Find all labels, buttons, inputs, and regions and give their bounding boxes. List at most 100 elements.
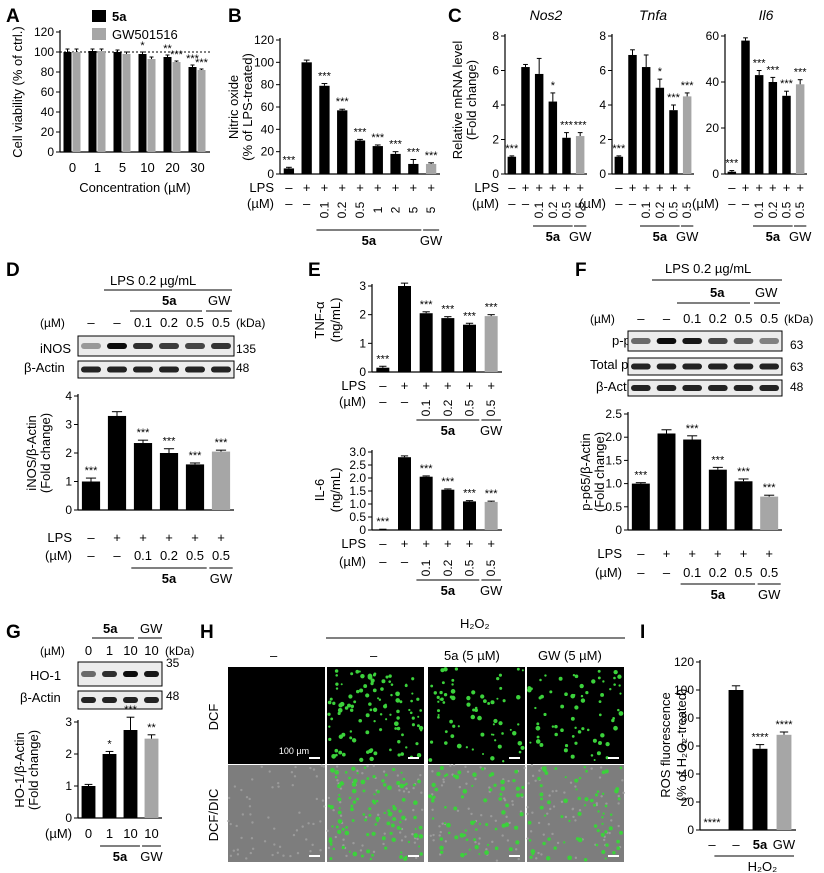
micro-fluor-0-1-108 <box>327 712 331 716</box>
micro-fluor-1-1-31 <box>337 829 342 835</box>
micro-fluor-1-3-15 <box>601 816 604 819</box>
E1-ytick-label-5: 2.5 <box>349 458 366 472</box>
micro-cell-1-1-1 <box>342 838 345 841</box>
micro-fluor-0-3-11 <box>596 751 601 756</box>
C1-lps-0: – <box>615 180 623 195</box>
blot-F-lps-label: LPS 0.2 µg/mL <box>665 261 751 276</box>
D-ytick-label-0: 0 <box>65 503 72 517</box>
E0-lps-3: + <box>444 378 452 393</box>
I-ytick-label-1: 20 <box>681 795 695 809</box>
micro-fluor-1-2-43 <box>486 843 490 846</box>
C0-lps-3: + <box>549 180 557 195</box>
micro-fluor-1-2-53 <box>454 835 459 840</box>
F-dose-1: – <box>663 565 671 580</box>
micro-fluor-1-1-24 <box>331 825 334 828</box>
micro-cell-1-1-35 <box>396 774 400 777</box>
micro-fluor-0-1-61 <box>379 728 383 732</box>
micro-fluor-0-3-16 <box>600 693 605 697</box>
blot-F-gw-label: GW <box>755 285 778 300</box>
C2-bar-5 <box>795 84 805 174</box>
D-ytick-label-4: 4 <box>65 389 72 403</box>
micro-fluor-0-1-49 <box>360 673 365 679</box>
C0-5a-label: 5a <box>546 229 561 244</box>
F-ytick-label-3: 1.5 <box>605 453 622 467</box>
blot-F-band-1-2 <box>682 363 702 370</box>
micro-cell-1-2-43 <box>485 848 488 851</box>
micro-fluor-0-1-97 <box>339 701 345 707</box>
micro-cell-1-0-59 <box>250 836 254 840</box>
F-lps-1: + <box>663 546 671 561</box>
micro-cell-1-1-3 <box>359 849 363 852</box>
micro-cell-1-1-5 <box>404 835 407 838</box>
micro-fluor-1-1-86 <box>373 801 377 805</box>
micro-cell-1-0-41 <box>227 819 230 823</box>
E0-sig-3: *** <box>441 304 455 316</box>
micro-fluor-1-2-13 <box>483 798 488 803</box>
micro-fluor-0-1-75 <box>350 704 355 709</box>
micro-fluor-0-3-31 <box>609 687 612 691</box>
E0-sig-0: *** <box>376 353 390 365</box>
G-bar-2 <box>123 730 138 818</box>
B-sig-4: *** <box>354 126 368 138</box>
blot-G-band-0-1 <box>102 671 117 677</box>
D-bar-2 <box>133 443 153 510</box>
micro-fluor-1-2-25 <box>470 820 475 826</box>
micro-fluor-0-2-56 <box>502 699 506 703</box>
A-bar-0-3 <box>138 54 147 152</box>
I-bar-1 <box>728 690 744 830</box>
C1-bar-0 <box>614 156 624 174</box>
micro-cell-1-2-51 <box>452 763 456 767</box>
blot-F-band-1-1 <box>656 363 677 370</box>
micro-fluor-1-2-12 <box>473 838 477 842</box>
micro-fluor-0-1-89 <box>341 752 346 757</box>
micro-fluor-0-1-68 <box>417 715 420 718</box>
micro-fluor-1-3-31 <box>604 804 608 808</box>
E0-ytick-label-0: 0 <box>359 365 366 379</box>
micro-cell-1-1-0 <box>335 765 339 768</box>
micro-fluor-1-2-42 <box>505 803 510 808</box>
G-y-label2: (Fold change) <box>26 730 41 810</box>
micro-cell-1-3-56 <box>595 802 599 805</box>
C-title-1: Tnfa <box>639 7 667 23</box>
micro-fluor-1-1-73 <box>327 804 331 808</box>
A-bar-0-0 <box>63 52 72 152</box>
micro-cell-1-1-25 <box>419 773 422 777</box>
C1-dose-4: 0.5 <box>667 201 681 218</box>
blot-G-band-1-3 <box>144 697 159 703</box>
F-lps-label: LPS <box>597 546 622 561</box>
E0-lps-0: – <box>379 378 387 393</box>
micro-cell-1-2-24 <box>456 809 460 813</box>
micro-fluor-0-3-56 <box>618 684 621 687</box>
C0-bar-2 <box>534 73 544 174</box>
micro-fluor-1-3-18 <box>574 778 579 783</box>
micro-fluor-1-2-54 <box>464 829 468 832</box>
micro-fluor-1-2-7 <box>478 822 482 825</box>
micro-fluor-0-3-51 <box>564 743 569 748</box>
micro-fluor-1-1-75 <box>356 772 359 775</box>
micro-fluor-1-1-96 <box>362 789 366 793</box>
micro-fluor-1-1-90 <box>340 781 344 784</box>
micro-fluor-0-2-62 <box>480 694 485 699</box>
I-sig-0: **** <box>703 817 721 829</box>
micro-fluor-1-2-3 <box>459 832 465 838</box>
C2-dose-0: – <box>728 196 736 211</box>
micro-cell-1-1-30 <box>339 787 343 790</box>
micro-fluor-0-1-30 <box>327 700 332 705</box>
micro-fluor-0-3-63 <box>577 730 582 734</box>
E1-sig-4: *** <box>463 488 477 500</box>
micro-fluor-1-1-19 <box>350 807 354 812</box>
micro-fluor-0-2-67 <box>442 701 446 704</box>
blot-D-band-actin: β-Actin <box>24 360 65 375</box>
E1-lps-0: – <box>379 536 387 551</box>
micro-fluor-1-1-71 <box>329 857 333 861</box>
micro-cell-1-0-35 <box>309 850 312 853</box>
micro-fluor-1-2-61 <box>432 795 436 799</box>
C1-bar-5 <box>682 96 692 174</box>
micro-fluor-0-2-46 <box>449 719 453 724</box>
micro-fluor-0-1-90 <box>401 733 404 737</box>
micro-fluor-1-1-45 <box>334 770 339 775</box>
micro-fluor-0-3-49 <box>554 732 558 737</box>
micro-fluor-0-1-29 <box>395 691 400 697</box>
micro-fluor-1-2-40 <box>457 770 462 775</box>
F-y-label2: (Fold change) <box>592 432 607 512</box>
